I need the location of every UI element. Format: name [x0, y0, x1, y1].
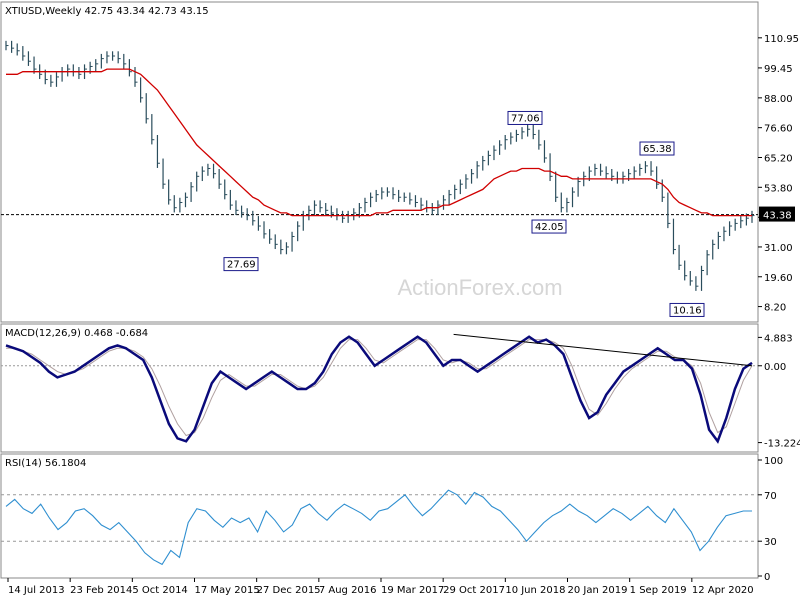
last-price-label: 43.38: [763, 211, 792, 222]
price-y-label: 99.45: [764, 64, 793, 75]
rsi-y-label: 100: [764, 456, 783, 467]
rsi-line: [5, 489, 752, 566]
macd-y-label: -13.224: [764, 439, 800, 450]
price-y-label: 65.20: [764, 153, 793, 164]
x-label: 7 Aug 2016: [319, 585, 377, 596]
rsi-y-label: 0: [764, 572, 770, 583]
macd-title: MACD(12,26,9) 0.468 -0.684: [5, 328, 148, 339]
price-y-label: 88.00: [764, 94, 793, 105]
annotation-box: [639, 141, 675, 156]
price-title: XTIUSD,Weekly 42.75 43.34 42.73 43.15: [5, 6, 209, 17]
x-label: 23 Feb 2014: [70, 585, 132, 596]
x-label: 5 Oct 2014: [132, 585, 187, 596]
annotation-box: [507, 110, 543, 125]
macd-trendline: [453, 333, 753, 367]
macd-panel: [0, 323, 759, 453]
rsi-title: RSI(14) 56.1804: [5, 458, 86, 469]
macd-y-label: 4.883: [764, 333, 793, 344]
last-price-box: [759, 206, 795, 222]
x-label: 29 Oct 2017: [443, 585, 505, 596]
x-label: 1 Sep 2019: [630, 585, 687, 596]
x-label: 12 Apr 2020: [692, 585, 754, 596]
rsi-y-label: 70: [764, 491, 777, 502]
annotation-label: 77.06: [511, 113, 540, 124]
rsi-panel: [0, 453, 759, 579]
sma-line: [6, 68, 752, 217]
annotation-label: 42.05: [535, 222, 564, 233]
price-y-label: 110.95: [764, 34, 799, 45]
annotation-label: 27.69: [227, 260, 256, 271]
x-label: 20 Jan 2019: [568, 585, 628, 596]
price-panel: [0, 1, 759, 323]
price-y-label: 31.00: [764, 243, 793, 254]
x-label: 17 May 2015: [195, 585, 260, 596]
annotation-box: [531, 219, 567, 234]
annotation-box: [669, 302, 705, 317]
x-label: 19 Mar 2017: [381, 585, 444, 596]
price-y-label: 19.60: [764, 273, 793, 284]
x-label: 27 Dec 2015: [257, 585, 321, 596]
rsi-y-label: 30: [764, 537, 777, 548]
macd-y-label: 0.00: [764, 362, 786, 373]
annotation-label: 10.16: [673, 305, 702, 316]
x-label: 14 Jul 2013: [8, 585, 65, 596]
x-label: 10 Jun 2018: [505, 585, 565, 596]
watermark: ActionForex.com: [397, 275, 562, 300]
annotation-label: 65.38: [643, 144, 672, 155]
macd-line: [5, 335, 753, 444]
price-y-label: 53.80: [764, 183, 793, 194]
price-y-label: 76.60: [764, 124, 793, 135]
annotation-box: [223, 257, 259, 272]
price-y-label: 8.20: [764, 303, 786, 314]
